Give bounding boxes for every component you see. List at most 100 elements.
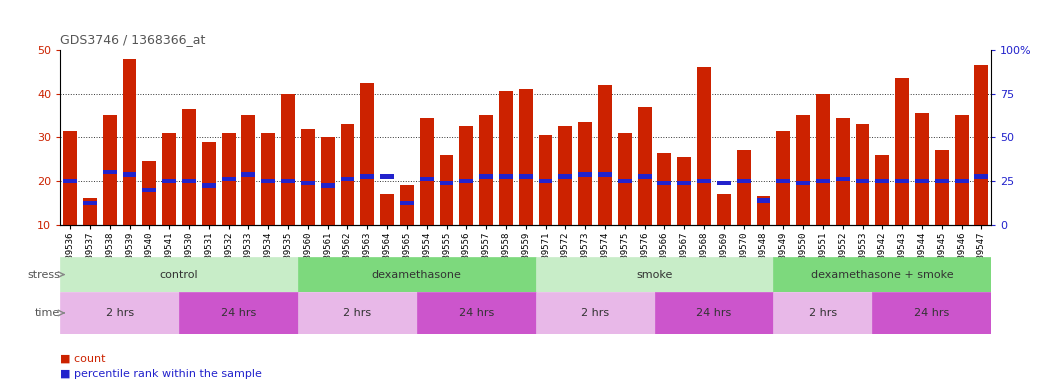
Bar <box>301 181 315 185</box>
Bar <box>519 174 532 179</box>
Bar <box>773 257 991 292</box>
Bar <box>419 177 434 181</box>
Bar <box>539 179 552 183</box>
Bar <box>776 179 790 183</box>
Bar <box>773 292 872 334</box>
Bar <box>222 177 236 181</box>
Bar <box>419 118 434 225</box>
Bar <box>460 126 473 225</box>
Bar <box>83 200 97 205</box>
Bar <box>836 177 850 181</box>
Bar <box>400 185 414 225</box>
Text: smoke: smoke <box>636 270 673 280</box>
Bar <box>182 179 196 183</box>
Bar <box>499 174 513 179</box>
Bar <box>262 179 275 183</box>
Bar <box>142 187 157 192</box>
Bar <box>162 179 176 183</box>
Bar <box>536 292 655 334</box>
Bar <box>872 292 991 334</box>
Bar <box>916 113 929 225</box>
Bar <box>558 174 572 179</box>
Bar <box>439 155 454 225</box>
Bar <box>757 196 770 225</box>
Text: ■ count: ■ count <box>60 354 106 364</box>
Bar <box>698 68 711 225</box>
Bar <box>536 257 773 292</box>
Bar <box>895 179 909 183</box>
Bar <box>816 94 829 225</box>
Bar <box>122 59 136 225</box>
Bar <box>657 152 672 225</box>
Bar <box>499 91 513 225</box>
Bar <box>63 131 77 225</box>
Bar <box>855 124 870 225</box>
Bar <box>717 181 731 185</box>
Bar <box>103 116 116 225</box>
Bar <box>201 183 216 187</box>
Text: 24 hrs: 24 hrs <box>221 308 256 318</box>
Bar <box>298 292 417 334</box>
Bar <box>242 172 255 177</box>
Bar <box>816 179 829 183</box>
Bar <box>975 174 988 179</box>
Bar <box>558 126 572 225</box>
Bar <box>539 135 552 225</box>
Bar <box>63 179 77 183</box>
Bar <box>480 116 493 225</box>
Bar <box>460 179 473 183</box>
Bar <box>776 131 790 225</box>
Text: 24 hrs: 24 hrs <box>914 308 950 318</box>
Bar <box>578 172 592 177</box>
Bar <box>637 107 652 225</box>
Bar <box>875 155 890 225</box>
Text: 2 hrs: 2 hrs <box>809 308 837 318</box>
Bar <box>796 181 810 185</box>
Bar <box>321 137 334 225</box>
Bar <box>122 172 136 177</box>
Bar <box>637 174 652 179</box>
Bar <box>875 179 890 183</box>
Bar <box>678 157 691 225</box>
Bar <box>678 181 691 185</box>
Text: 24 hrs: 24 hrs <box>696 308 732 318</box>
Text: dexamethasone + smoke: dexamethasone + smoke <box>811 270 954 280</box>
Bar <box>262 133 275 225</box>
Bar <box>281 179 295 183</box>
Bar <box>142 161 157 225</box>
Bar <box>657 181 672 185</box>
Text: 2 hrs: 2 hrs <box>106 308 134 318</box>
Bar <box>895 78 909 225</box>
Bar <box>222 133 236 225</box>
Bar <box>935 151 949 225</box>
Bar <box>380 194 394 225</box>
Text: ■ percentile rank within the sample: ■ percentile rank within the sample <box>60 369 262 379</box>
Bar <box>737 151 750 225</box>
Bar <box>655 292 773 334</box>
Bar <box>360 174 374 179</box>
Text: stress: stress <box>27 270 60 280</box>
Bar <box>60 257 298 292</box>
Bar <box>935 179 949 183</box>
Bar <box>855 179 870 183</box>
Bar <box>417 292 536 334</box>
Text: 2 hrs: 2 hrs <box>581 308 609 318</box>
Text: 24 hrs: 24 hrs <box>459 308 494 318</box>
Bar <box>955 179 968 183</box>
Bar <box>519 89 532 225</box>
Bar <box>340 177 354 181</box>
Bar <box>698 179 711 183</box>
Bar <box>796 116 810 225</box>
Bar <box>598 172 612 177</box>
Bar <box>836 118 850 225</box>
Bar <box>162 133 176 225</box>
Text: time: time <box>35 308 60 318</box>
Bar <box>439 181 454 185</box>
Bar <box>400 200 414 205</box>
Bar <box>298 257 536 292</box>
Bar <box>717 194 731 225</box>
Text: control: control <box>160 270 198 280</box>
Bar <box>618 133 632 225</box>
Bar <box>578 122 592 225</box>
Bar <box>618 179 632 183</box>
